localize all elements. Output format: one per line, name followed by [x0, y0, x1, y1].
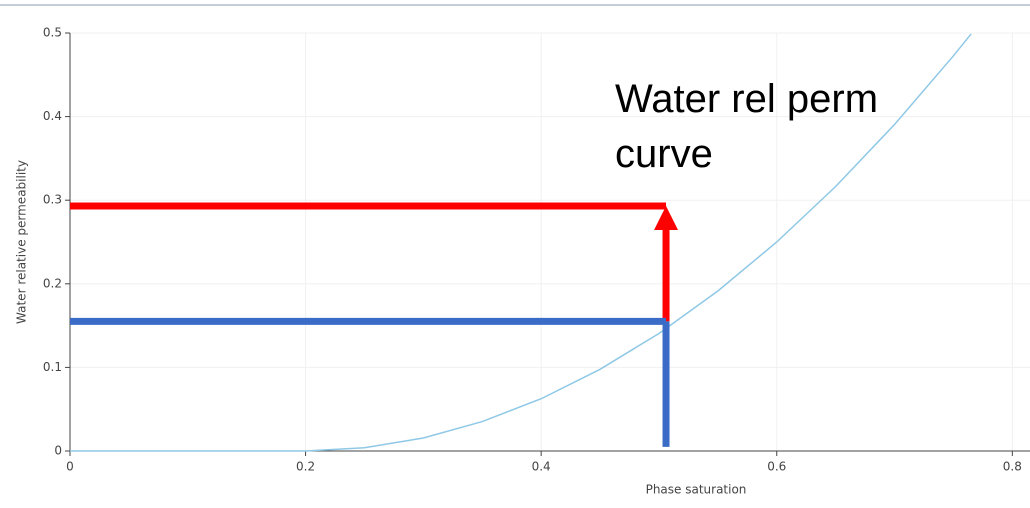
annotation-text: Water rel perm	[615, 77, 878, 121]
x-tick-label: 0.2	[296, 460, 315, 474]
y-tick-label: 0	[54, 444, 62, 458]
y-tick-label: 0.3	[43, 193, 62, 207]
x-tick-label: 0.4	[532, 460, 551, 474]
x-tick-label: 0.6	[767, 460, 786, 474]
x-tick-label: 0.8	[1003, 460, 1022, 474]
x-tick-label: 0	[66, 460, 74, 474]
y-tick-label: 0.2	[43, 276, 62, 290]
y-axis-label: Water relative permeability	[15, 160, 29, 324]
y-tick-label: 0.1	[43, 360, 62, 374]
x-axis-label: Phase saturation	[646, 483, 747, 497]
arrow-head	[654, 206, 679, 231]
annotation-text: curve	[615, 132, 713, 176]
y-tick-label: 0.5	[43, 26, 62, 40]
y-tick-label: 0.4	[43, 109, 62, 123]
curve	[70, 33, 972, 452]
